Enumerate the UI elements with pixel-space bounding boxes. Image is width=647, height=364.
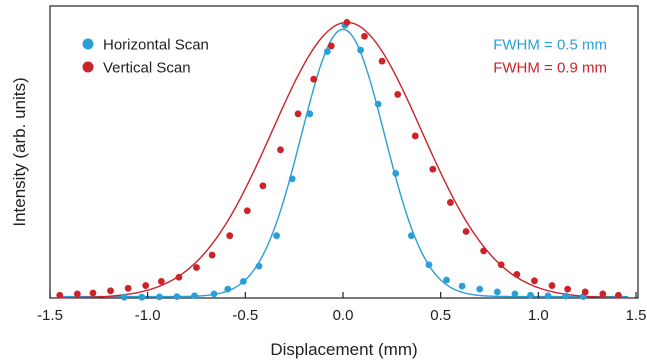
data-point-vertical (243, 207, 251, 215)
legend-label-vertical: Vertical Scan (103, 60, 191, 77)
data-point-horizontal (511, 290, 519, 298)
data-point-vertical (615, 291, 622, 299)
data-point-horizontal (224, 285, 232, 293)
data-point-vertical (226, 232, 234, 240)
data-point-horizontal (323, 48, 331, 55)
data-point-vertical (480, 247, 488, 255)
data-point-vertical (157, 277, 165, 285)
data-point-vertical (73, 290, 81, 298)
data-point-vertical (531, 277, 538, 285)
legend-label-horizontal: Horizontal Scan (103, 37, 209, 54)
data-point-vertical (175, 273, 183, 281)
legend: Horizontal Scan Vertical Scan (82, 37, 209, 77)
data-point-vertical (447, 199, 454, 206)
x-tick-label: -1.5 (37, 307, 63, 324)
data-point-horizontal (493, 288, 501, 296)
data-points (56, 18, 622, 301)
data-point-vertical (599, 290, 607, 298)
data-point-vertical (277, 146, 284, 154)
data-point-vertical (378, 57, 386, 65)
data-point-horizontal (443, 276, 450, 284)
data-point-vertical (343, 18, 351, 26)
data-point-vertical (429, 165, 437, 173)
data-point-vertical (361, 32, 368, 40)
data-point-vertical (411, 132, 419, 140)
data-point-vertical (142, 282, 150, 289)
data-point-vertical (193, 264, 200, 271)
data-point-horizontal (544, 292, 552, 300)
x-axis-label: Displacement (mm) (270, 340, 417, 359)
data-point-horizontal (425, 261, 433, 269)
data-point-horizontal (288, 175, 296, 183)
data-point-horizontal (562, 292, 570, 300)
data-point-horizontal (120, 293, 128, 301)
y-axis-label: Intensity (arb. units) (10, 77, 29, 226)
data-point-horizontal (191, 292, 198, 300)
data-point-vertical (310, 75, 318, 83)
data-point-horizontal (210, 290, 218, 298)
data-point-horizontal (392, 169, 400, 177)
data-point-vertical (208, 251, 216, 259)
data-point-vertical (259, 182, 267, 190)
x-tick-label: -1.0 (135, 307, 161, 324)
data-point-horizontal (407, 232, 415, 240)
data-point-horizontal (458, 282, 466, 290)
data-point-horizontal (173, 293, 181, 301)
x-axis-ticks: -1.5 -1.0 -0.5 0.0 0.5 1.0 1.5 (37, 292, 646, 324)
x-tick-label: 1.0 (528, 307, 549, 324)
data-point-vertical (327, 42, 335, 50)
data-point-vertical (564, 285, 572, 293)
data-point-horizontal (155, 293, 163, 301)
data-point-horizontal (273, 232, 280, 240)
x-tick-label: 0.5 (430, 307, 451, 324)
data-point-horizontal (239, 277, 247, 285)
data-point-vertical (124, 284, 132, 292)
data-point-horizontal (527, 291, 534, 299)
data-point-vertical (394, 91, 402, 98)
data-point-vertical (56, 291, 64, 299)
x-tick-label: 1.5 (626, 307, 647, 324)
legend-marker-horizontal (82, 38, 94, 50)
data-point-vertical (294, 110, 302, 118)
fwhm-annotation-vertical: FWHM = 0.9 mm (493, 60, 607, 77)
fwhm-annotation-horizontal: FWHM = 0.5 mm (493, 37, 607, 54)
plot-frame (49, 5, 639, 299)
data-point-vertical (581, 288, 589, 296)
data-point-horizontal (306, 110, 314, 118)
data-point-vertical (89, 289, 97, 297)
legend-marker-vertical (82, 61, 94, 73)
data-point-vertical (107, 287, 114, 295)
data-point-vertical (513, 271, 521, 278)
data-point-horizontal (357, 46, 364, 54)
data-point-vertical (497, 261, 505, 269)
x-tick-label: -0.5 (232, 307, 258, 324)
data-point-horizontal (476, 285, 484, 293)
data-point-vertical (462, 228, 470, 235)
data-point-vertical (548, 282, 556, 289)
data-point-horizontal (255, 262, 263, 270)
data-point-horizontal (138, 293, 146, 301)
x-tick-label: 0.0 (333, 307, 354, 324)
data-point-horizontal (374, 100, 382, 108)
